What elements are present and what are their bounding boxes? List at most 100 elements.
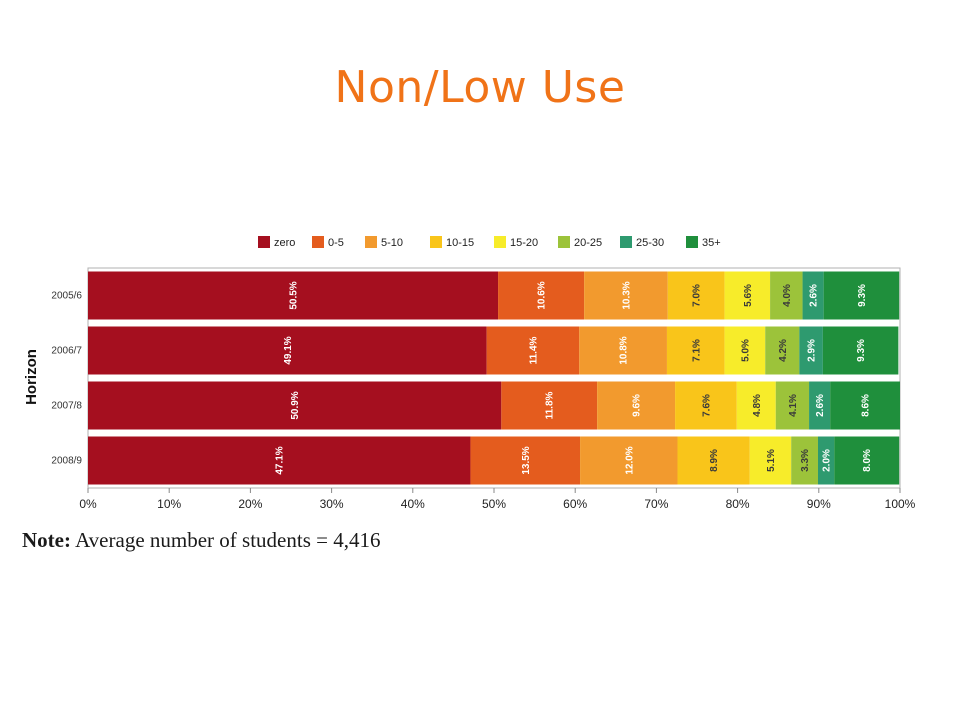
bar-segment (724, 326, 766, 375)
segment-label: 8.9% (709, 449, 720, 472)
bar-segment (809, 381, 831, 430)
bar-segment (584, 271, 668, 320)
x-tick-label: 60% (563, 497, 587, 511)
bar-segment (736, 381, 776, 430)
bar-segment (799, 326, 823, 375)
bar-segment (775, 381, 810, 430)
x-tick-label: 0% (79, 497, 97, 511)
segment-label: 9.6% (632, 394, 643, 417)
bar-segment (88, 381, 502, 430)
x-tick-label: 50% (482, 497, 506, 511)
legend-swatch (430, 236, 442, 248)
legend-entry: 20-25 (574, 237, 602, 249)
bars-group (88, 271, 900, 485)
bar-segment (675, 381, 737, 430)
bar-segment (579, 326, 667, 375)
segment-label: 7.6% (701, 394, 712, 417)
bar-segment (817, 436, 835, 485)
segment-labels-group: 50.5% 10.6% 10.3% 7.0% 5.6% 4.0% 2.6% 9.3% 49.1%… (275, 281, 873, 474)
note: Note: Average number of students = 4,416 (22, 528, 380, 553)
note-text: Average number of students = 4,416 (70, 528, 381, 552)
legend-swatch (686, 236, 698, 248)
segment-label: 4.1% (788, 394, 799, 417)
x-tick-label: 70% (644, 497, 668, 511)
legend-swatch (312, 236, 324, 248)
segment-label: 8.0% (862, 449, 873, 472)
legend-swatch (494, 236, 506, 248)
segment-label: 7.1% (691, 339, 702, 362)
bar-segment (597, 381, 676, 430)
category-label: 2008/9 (51, 456, 82, 467)
legend-swatch (620, 236, 632, 248)
legend-swatch (258, 236, 270, 248)
segment-label: 12.0% (624, 446, 635, 474)
chart-legend: zero 0-5 5-10 10-15 15-20 20-25 25-30 35+ (258, 236, 721, 249)
legend-entry: zero (274, 237, 295, 249)
category-labels-group: 2005/6 2006/7 2007/8 2008/9 (51, 291, 82, 467)
legend-entry: 0-5 (328, 237, 344, 249)
note-label: Note: (22, 528, 71, 552)
bar-segment (749, 436, 792, 485)
legend-entry: 35+ (702, 237, 721, 249)
segment-label: 5.6% (743, 284, 754, 307)
bar-segment (802, 271, 824, 320)
segment-label: 2.0% (822, 449, 833, 472)
segment-label: 13.5% (521, 446, 532, 474)
segment-label: 3.3% (800, 449, 811, 472)
bar-segment (498, 271, 585, 320)
bar-segment (677, 436, 750, 485)
segment-label: 47.1% (275, 446, 286, 474)
x-tick-label: 40% (401, 497, 425, 511)
segment-label: 11.8% (545, 391, 556, 419)
segment-label: 2.6% (809, 284, 820, 307)
segment-label: 9.3% (857, 284, 868, 307)
bar-segment (666, 326, 725, 375)
segment-label: 11.4% (528, 336, 539, 364)
x-tick-label: 30% (320, 497, 344, 511)
segment-label: 4.8% (752, 394, 763, 417)
bar-segment (765, 326, 800, 375)
segment-label: 2.9% (807, 339, 818, 362)
bar-segment (791, 436, 818, 485)
legend-entry: 15-20 (510, 237, 538, 249)
segment-label: 7.0% (692, 284, 703, 307)
legend-swatch (558, 236, 570, 248)
bar-segment (830, 381, 900, 430)
segment-label: 5.1% (766, 449, 777, 472)
bar-segment (667, 271, 725, 320)
bar-segment (770, 271, 803, 320)
segment-label: 4.0% (782, 284, 793, 307)
bar-segment (822, 326, 899, 375)
category-label: 2007/8 (51, 401, 82, 412)
bar-segment (724, 271, 771, 320)
segment-label: 10.3% (621, 281, 632, 309)
x-tick-label: 20% (238, 497, 262, 511)
segment-label: 2.6% (815, 394, 826, 417)
bar-segment (88, 271, 499, 320)
segment-label: 10.8% (619, 336, 630, 364)
segment-label: 50.5% (289, 281, 300, 309)
segment-label: 49.1% (283, 336, 294, 364)
bar-segment (823, 271, 900, 320)
x-tick-label: 10% (157, 497, 181, 511)
legend-entry: 25-30 (636, 237, 664, 249)
slide-title: Non/Low Use (334, 62, 626, 113)
segment-label: 4.2% (778, 339, 789, 362)
segment-label: 9.3% (856, 339, 867, 362)
segment-label: 50.9% (290, 391, 301, 419)
legend-entry: 5-10 (381, 237, 403, 249)
bar-segment (88, 326, 487, 375)
bar-segment (501, 381, 598, 430)
x-tick-label: 90% (807, 497, 831, 511)
bar-segment (580, 436, 678, 485)
legend-entry: 10-15 (446, 237, 474, 249)
bar-segment (470, 436, 581, 485)
category-label: 2006/7 (51, 346, 82, 357)
bar-segment (486, 326, 580, 375)
segment-label: 5.0% (740, 339, 751, 362)
segment-label: 8.6% (861, 394, 872, 417)
category-label: 2005/6 (51, 291, 82, 302)
bar-segment (834, 436, 900, 485)
segment-label: 10.6% (537, 281, 548, 309)
bar-segment (88, 436, 471, 485)
